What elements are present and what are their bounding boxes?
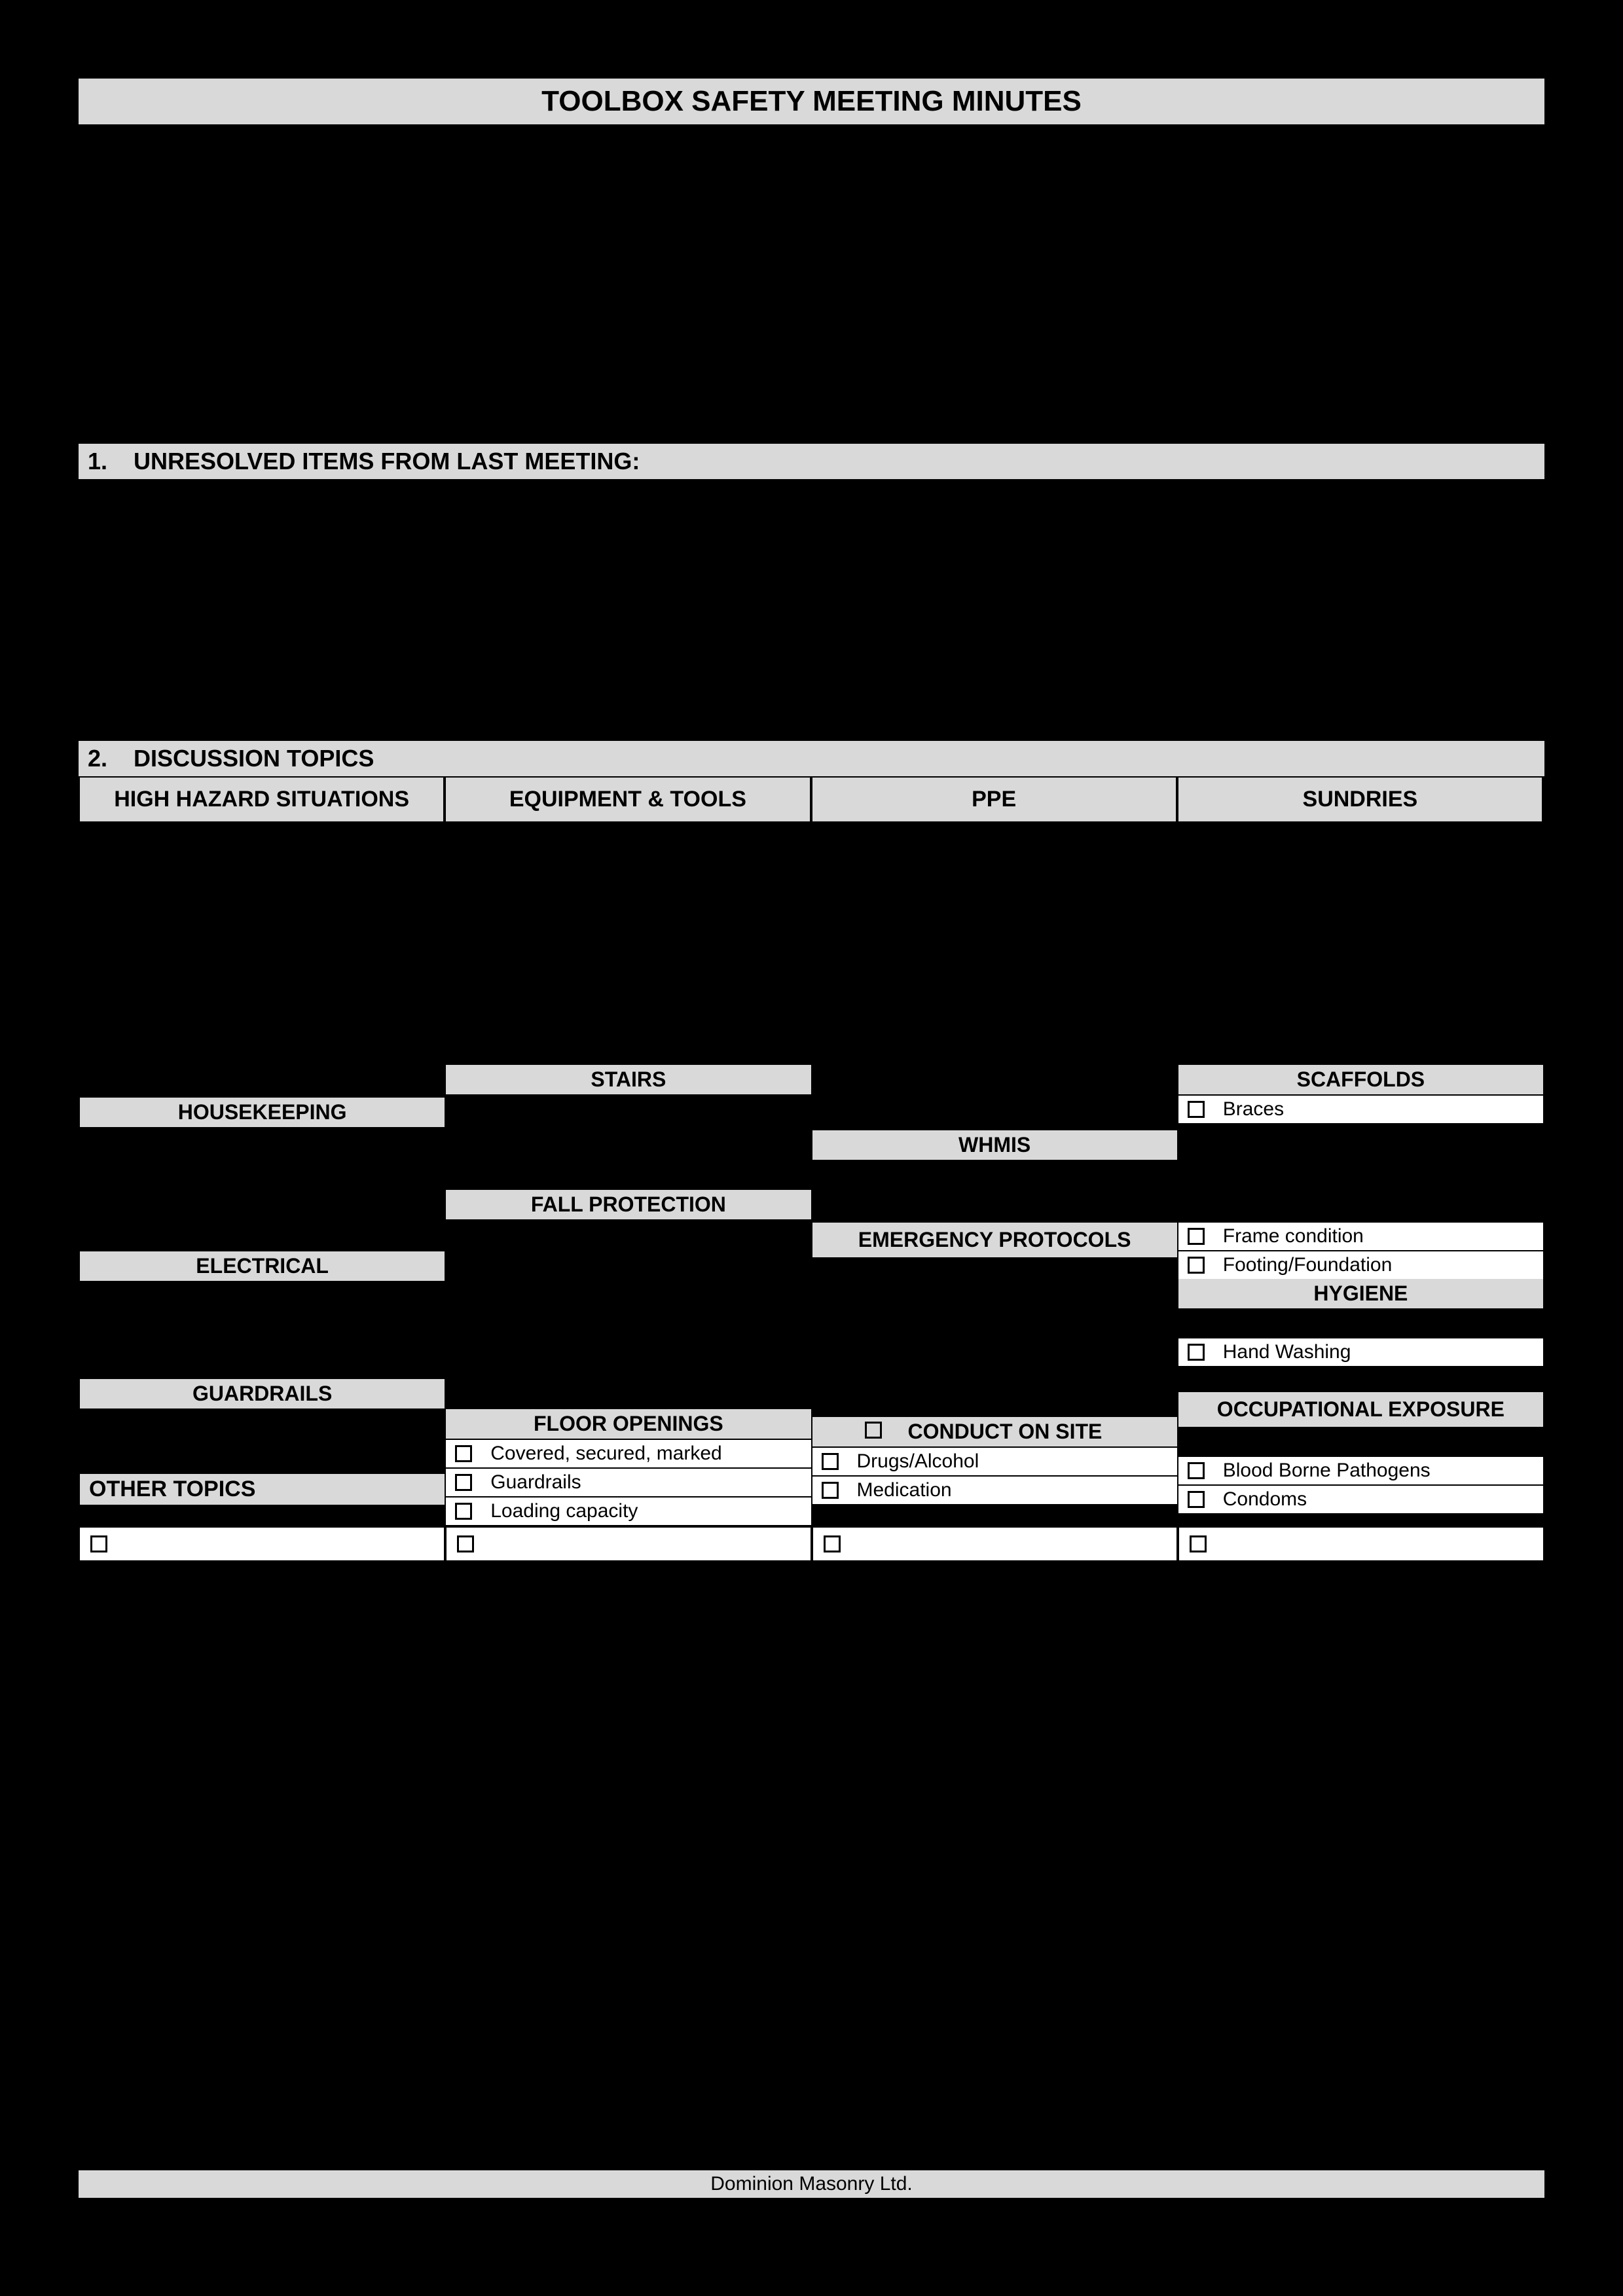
stairs-header: STAIRS — [446, 1065, 811, 1094]
checkbox-icon[interactable] — [455, 1503, 472, 1520]
emergency-protocols-header: EMERGENCY PROTOCOLS — [812, 1223, 1177, 1257]
checkbox-icon[interactable] — [90, 1535, 107, 1552]
spacer — [1178, 1427, 1543, 1456]
hygiene-header: HYGIENE — [1178, 1279, 1543, 1308]
col-2-header: EQUIPMENT & TOOLS — [446, 778, 811, 821]
checkbox-icon[interactable] — [1190, 1535, 1207, 1552]
spacer — [446, 823, 811, 1065]
list-item: Frame condition — [1178, 1221, 1543, 1250]
list-item: Footing/Foundation — [1178, 1250, 1543, 1279]
section-2-header: 2. DISCUSSION TOPICS — [79, 741, 1544, 776]
spacer — [80, 1281, 445, 1379]
page-title: TOOLBOX SAFETY MEETING MINUTES — [79, 79, 1544, 124]
item-label: Blood Borne Pathogens — [1223, 1460, 1431, 1482]
checkbox-icon[interactable] — [1188, 1228, 1205, 1245]
list-item: Guardrails — [446, 1467, 811, 1496]
spacer — [79, 479, 1544, 741]
section-2-label: DISCUSSION TOPICS — [134, 745, 374, 772]
checkbox-icon[interactable] — [455, 1474, 472, 1491]
spacer — [80, 823, 445, 1098]
col-4-header: SUNDRIES — [1178, 778, 1543, 821]
footer: Dominion Masonry Ltd. — [79, 2170, 1544, 2198]
checkbox-icon[interactable] — [822, 1453, 839, 1470]
item-label: Footing/Foundation — [1223, 1254, 1393, 1276]
checkbox-icon[interactable] — [1188, 1491, 1205, 1508]
fall-protection-header: FALL PROTECTION — [446, 1190, 811, 1219]
checkbox-icon[interactable] — [865, 1422, 882, 1439]
checkbox-icon[interactable] — [1188, 1101, 1205, 1118]
item-label: Covered, secured, marked — [490, 1443, 722, 1465]
list-item: Drugs/Alcohol — [812, 1446, 1177, 1475]
other-cell — [79, 1526, 445, 1562]
spacer — [446, 1094, 811, 1190]
checkbox-icon[interactable] — [455, 1445, 472, 1462]
item-label: Guardrails — [490, 1471, 581, 1494]
other-cell — [1178, 1526, 1544, 1562]
other-cell — [812, 1526, 1178, 1562]
list-item: Loading capacity — [446, 1496, 811, 1525]
whmis-header: WHMIS — [812, 1130, 1177, 1160]
spacer — [1178, 1123, 1543, 1221]
spacer — [446, 1219, 811, 1409]
spacer — [812, 1160, 1177, 1223]
spacer — [1178, 823, 1543, 1065]
other-topics-header: OTHER TOPICS — [80, 1474, 445, 1505]
section-2-number: 2. — [88, 745, 127, 772]
section-1-label: UNRESOLVED ITEMS FROM LAST MEETING: — [134, 448, 640, 475]
spacer — [80, 1408, 445, 1474]
electrical-header: ELECTRICAL — [80, 1251, 445, 1281]
item-label: Condoms — [1223, 1488, 1307, 1511]
spacer — [1178, 1308, 1543, 1337]
checkbox-icon[interactable] — [1188, 1257, 1205, 1274]
item-label: Braces — [1223, 1098, 1284, 1121]
checkbox-icon[interactable] — [1188, 1344, 1205, 1361]
guardrails-header: GUARDRAILS — [80, 1379, 445, 1408]
checkbox-icon[interactable] — [457, 1535, 474, 1552]
conduct-header: CONDUCT ON SITE — [812, 1417, 1177, 1446]
spacer — [812, 823, 1177, 1130]
section-1-header: 1. UNRESOLVED ITEMS FROM LAST MEETING: — [79, 444, 1544, 479]
col-1-header: HIGH HAZARD SITUATIONS — [80, 778, 445, 821]
spacer — [1178, 1366, 1543, 1392]
conduct-label: CONDUCT ON SITE — [908, 1420, 1103, 1443]
list-item: Braces — [1178, 1094, 1543, 1123]
item-label: Loading capacity — [490, 1500, 638, 1522]
item-label: Drugs/Alcohol — [857, 1450, 979, 1473]
item-label: Hand Washing — [1223, 1341, 1351, 1363]
item-label: Frame condition — [1223, 1225, 1364, 1247]
floor-openings-header: FLOOR OPENINGS — [446, 1409, 811, 1439]
list-item: Medication — [812, 1475, 1177, 1504]
list-item: Covered, secured, marked — [446, 1439, 811, 1467]
spacer — [79, 130, 1544, 444]
list-item: Hand Washing — [1178, 1337, 1543, 1366]
checkbox-icon[interactable] — [824, 1535, 841, 1552]
scaffolds-header: SCAFFOLDS — [1178, 1065, 1543, 1094]
housekeeping-header: HOUSEKEEPING — [80, 1098, 445, 1127]
table-row: HOUSEKEEPING ELECTRICAL GUARDRAILS OTHER… — [79, 822, 1544, 1526]
other-cell — [445, 1526, 812, 1562]
checkbox-icon[interactable] — [1188, 1462, 1205, 1479]
list-item: Blood Borne Pathogens — [1178, 1456, 1543, 1484]
spacer — [812, 1257, 1177, 1417]
checkbox-icon[interactable] — [822, 1482, 839, 1499]
discussion-topics-table: HIGH HAZARD SITUATIONS EQUIPMENT & TOOLS… — [79, 776, 1544, 1526]
list-item: Condoms — [1178, 1484, 1543, 1513]
other-topics-row — [79, 1526, 1544, 1562]
section-1-number: 1. — [88, 448, 127, 475]
column-headers-row: HIGH HAZARD SITUATIONS EQUIPMENT & TOOLS… — [79, 777, 1544, 822]
page: TOOLBOX SAFETY MEETING MINUTES 1. UNRESO… — [0, 0, 1623, 2296]
spacer — [80, 1127, 445, 1251]
item-label: Medication — [857, 1479, 952, 1501]
col-3-header: PPE — [812, 778, 1177, 821]
occupational-exposure-header: OCCUPATIONAL EXPOSURE — [1178, 1392, 1543, 1427]
